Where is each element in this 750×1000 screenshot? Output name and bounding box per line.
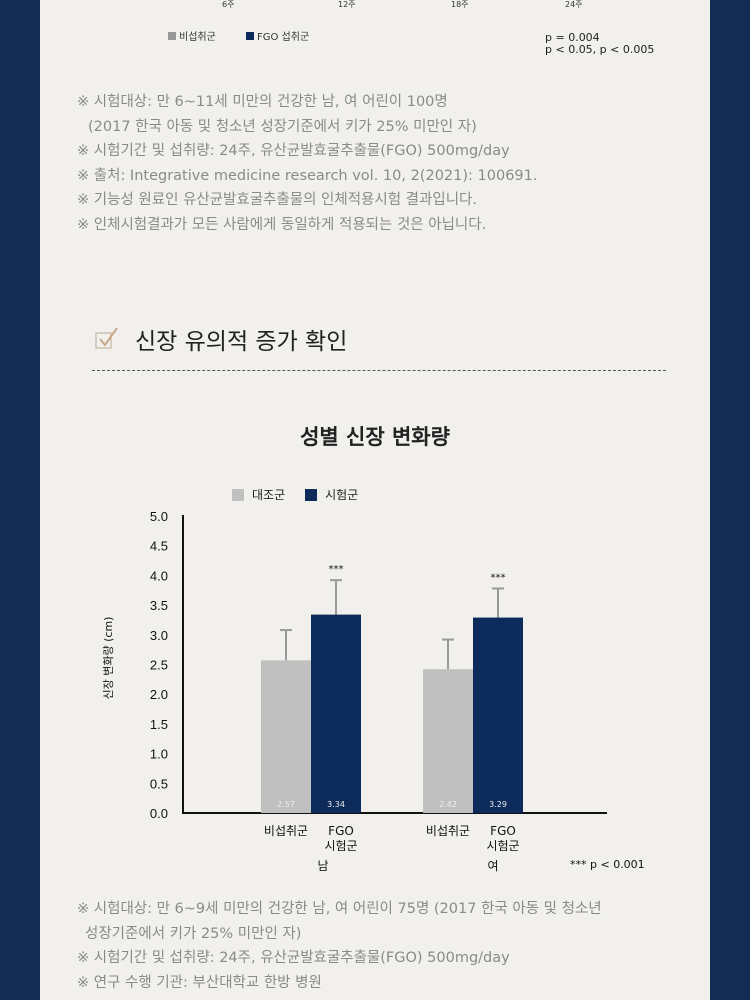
note: ※ 시험대상: 만 6~9세 미만의 건강한 남, 여 어린이 75명 (201…: [77, 901, 602, 917]
significance-mark: ***: [329, 564, 344, 575]
note: ※ 시험대상: 만 6~11세 미만의 건강한 남, 여 어린이 100명: [77, 94, 448, 110]
note: ※ 시험기간 및 섭취량: 24주, 유산균발효굴추출물(FGO) 500mg/…: [77, 950, 510, 966]
category-label: 비섭취군: [426, 824, 470, 838]
y-tick-label: 3.0: [150, 628, 168, 643]
bar: [473, 617, 523, 813]
category-label: 비섭취군: [264, 824, 308, 838]
legend-item: FGO 섭취군: [246, 28, 309, 43]
divider: [92, 370, 666, 371]
bar-value-label: 2.42: [439, 800, 457, 809]
category-label: 시험군: [486, 839, 519, 853]
y-tick-label: 4.0: [150, 568, 168, 583]
legend-item: 대조군: [232, 486, 285, 503]
note: 성장기준에서 키가 25% 미만인 자): [85, 925, 302, 942]
legend-item: 비섭취군: [168, 28, 216, 43]
y-tick-label: 4.5: [150, 539, 168, 554]
y-tick-label: 1.0: [150, 747, 168, 762]
y-tick-label: 2.0: [150, 687, 168, 702]
y-tick-label: 3.5: [150, 598, 168, 613]
p-value: p = 0.004: [545, 31, 600, 44]
y-tick-label: 0.5: [150, 776, 168, 791]
bar: [423, 669, 473, 813]
category-label: FGO: [328, 824, 354, 838]
bar-value-label: 2.57: [277, 800, 295, 809]
y-tick-label: 1.5: [150, 717, 168, 732]
group-label: 남: [317, 859, 328, 873]
chart-legend: 대조군 시험군: [232, 486, 358, 503]
y-tick-label: 5.0: [150, 509, 168, 524]
group-label: 여: [487, 859, 498, 873]
bar: [311, 614, 361, 813]
significance-footnote: *** p < 0.001: [570, 858, 645, 871]
bar-value-label: 3.29: [489, 800, 507, 809]
content-panel: [40, 0, 710, 1000]
x-tick: 24주: [565, 0, 583, 9]
note: ※ 연구 수행 기관: 부산대학교 한방 병원: [77, 974, 322, 991]
significance-mark: ***: [491, 572, 506, 583]
category-label: 시험군: [324, 839, 357, 853]
note: ※ 시험기간 및 섭취량: 24주, 유산균발효굴추출물(FGO) 500mg/…: [77, 143, 510, 159]
note: ※ 인체시험결과가 모든 사람에게 동일하게 적용되는 것은 아닙니다.: [77, 216, 487, 233]
bar: [261, 660, 311, 813]
chart-title: 성별 신장 변화량: [300, 425, 450, 449]
note: ※ 기능성 원료인 유산균발효굴추출물의 인체적용시험 결과입니다.: [77, 192, 477, 208]
y-tick-label: 2.5: [150, 658, 168, 673]
bar-value-label: 3.34: [327, 800, 345, 809]
category-label: FGO: [490, 824, 516, 838]
notes-study2: ※ 시험대상: 만 6~9세 미만의 건강한 남, 여 어린이 75명 (201…: [77, 897, 602, 995]
section-heading: 신장 유의적 증가 확인: [135, 329, 348, 355]
x-tick: 6주: [222, 0, 235, 9]
note: (2017 한국 아동 및 청소년 성장기준에서 키가 25% 미만인 자): [88, 118, 477, 135]
y-tick-label: 0.0: [150, 806, 168, 821]
p-value: p < 0.05, p < 0.005: [545, 43, 655, 56]
x-tick: 18주: [451, 0, 469, 9]
legend-item: 시험군: [305, 486, 358, 503]
x-tick: 12주: [338, 0, 356, 9]
note: ※ 출처: Integrative medicine research vol.…: [77, 167, 538, 184]
notes-study1: ※ 시험대상: 만 6~11세 미만의 건강한 남, 여 어린이 100명 (2…: [77, 90, 537, 237]
checkmark-icon: [95, 327, 118, 349]
